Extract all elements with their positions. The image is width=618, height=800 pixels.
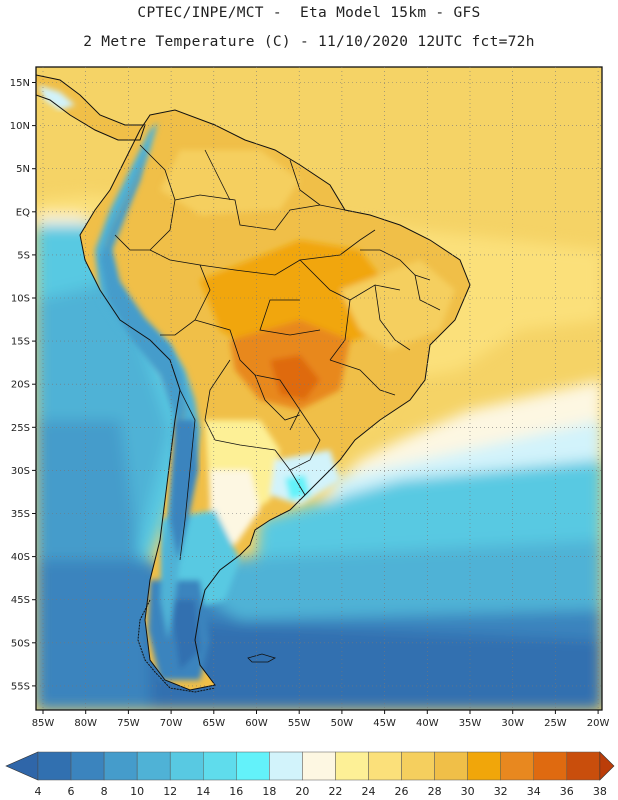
colorbar-label: 4 [35,785,42,798]
colorbar-label: 14 [196,785,210,798]
lat-label: 45S [11,595,30,606]
colorbar-label: 20 [295,785,309,798]
colorbar-swatch [203,751,237,781]
colorbar-swatch [368,751,402,781]
colorbar-swatch [37,751,72,781]
colorbar-swatch [136,751,171,781]
lon-label: 75W [117,718,140,729]
colorbar-label: 8 [101,785,108,798]
lat-label: 15N [10,78,30,89]
colorbar-swatch [269,751,303,781]
colorbar-label: 34 [527,785,541,798]
colorbar-swatch [434,751,468,781]
lat-label: 5S [17,250,30,261]
colorbar-label: 30 [461,785,475,798]
colorbar-swatch [236,751,270,781]
latitude-labels: 15N 10N 5N EQ 5S 10S 15S 20S 25S 30S 35S 40S 45S 50S 5… [10,78,36,692]
lon-label: 80W [74,718,97,729]
lon-label: 60W [245,718,268,729]
colorbar-label: 32 [494,785,508,798]
colorbar-low-arrow [5,751,39,781]
lat-label: 5N [16,164,30,175]
colorbar-label: 38 [593,785,607,798]
colorbar-label: 22 [328,785,342,798]
lon-label: 25W [544,718,567,729]
lat-label: 55S [11,681,30,692]
colorbar-swatch [335,751,369,781]
lat-label: 30S [11,466,30,477]
colorbar-swatch [302,751,336,781]
lon-label: 70W [160,718,183,729]
longitude-labels: 85W 80W 75W 70W 65W 60W 55W 50W 45W 40W 35W 30W 25W 2… [32,710,610,729]
colorbar-label: 24 [362,785,376,798]
lat-label: 10S [11,294,30,305]
lat-label: 35S [11,509,30,520]
colorbar-label: 12 [163,785,177,798]
lat-label: 40S [11,552,30,563]
chart-title-line2: 2 Metre Temperature (C) - 11/10/2020 12U… [83,34,535,50]
lon-label: 30W [501,718,524,729]
chart-title-line1: CPTEC/INPE/MCT - Eta Model 15km - GFS [137,5,481,21]
colorbar-swatch [533,751,568,781]
colorbar-label: 10 [130,785,144,798]
lon-label: 50W [331,718,354,729]
lat-label: 15S [11,337,30,348]
lon-label: 40W [416,718,439,729]
colorbar-label: 16 [229,785,243,798]
lon-label: 55W [288,718,311,729]
colorbar-label: 36 [560,785,574,798]
lon-label: 85W [32,718,55,729]
lat-label: EQ [16,207,30,218]
colorbar-swatch [103,751,138,781]
lon-label: 45W [373,718,396,729]
colorbar-label: 18 [262,785,276,798]
lat-label: 20S [11,380,30,391]
colorbar-swatch [467,751,501,781]
colorbar-swatch [401,751,435,781]
colorbar-label: 28 [428,785,442,798]
lon-label: 20W [587,718,610,729]
lat-label: 50S [11,638,30,649]
lon-label: 35W [459,718,482,729]
colorbar-swatch [70,751,105,781]
colorbar-label: 26 [395,785,409,798]
colorbar-swatch [500,751,535,781]
colorbar-high-arrow [599,751,615,781]
lon-label: 65W [202,718,225,729]
lat-label: 25S [11,423,30,434]
colorbar-swatch [169,751,204,781]
map-frame [35,66,603,711]
lat-label: 10N [10,121,30,132]
colorbar-label: 6 [68,785,75,798]
colorbar-swatch [566,751,601,781]
